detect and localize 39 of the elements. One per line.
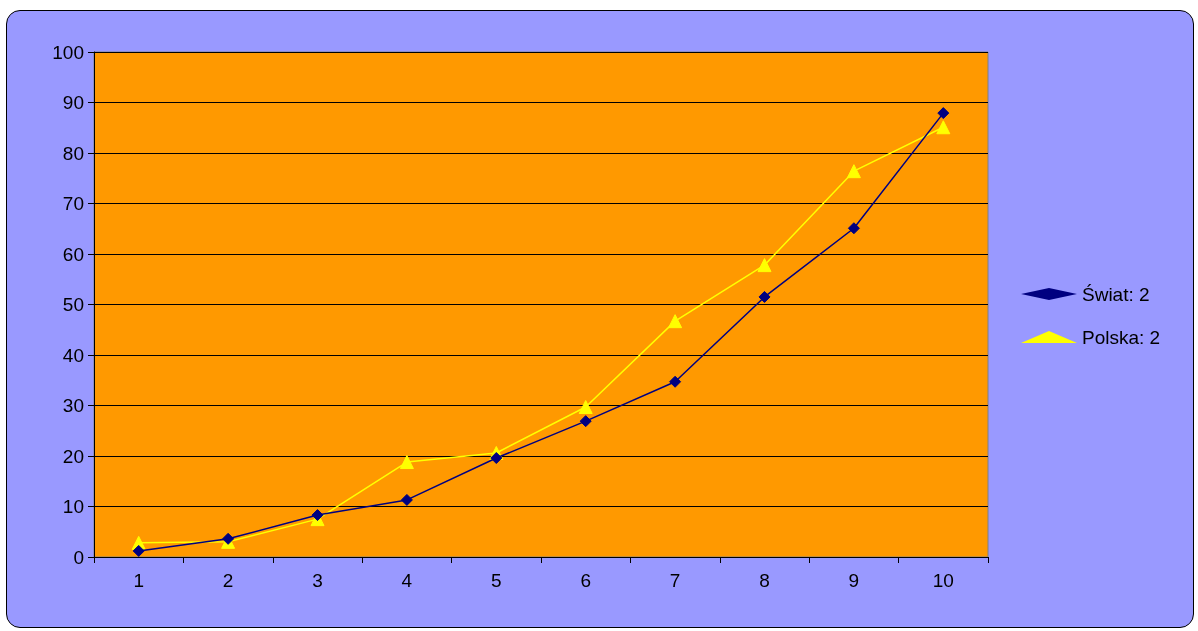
y-tick-label: 50 [62, 294, 84, 315]
point [936, 120, 951, 135]
y-tick-label: 40 [62, 344, 84, 366]
point [579, 415, 592, 428]
x-tick-label: 8 [759, 570, 770, 591]
point [578, 400, 593, 415]
point [668, 314, 683, 329]
y-tick-label: 100 [52, 41, 84, 63]
point [311, 509, 324, 522]
point [669, 375, 682, 388]
y-tick-label: 80 [62, 142, 84, 164]
point [758, 290, 771, 303]
legend-label: Polska: 2 [1082, 326, 1161, 348]
y-tick-label: 20 [62, 445, 84, 467]
point [490, 452, 503, 465]
x-tick-label: 9 [848, 570, 860, 591]
y-tick-label: 60 [62, 243, 84, 265]
y-tick-label: 70 [62, 193, 84, 214]
point [400, 493, 413, 506]
y-tick-label: 0 [73, 546, 84, 568]
point [937, 107, 950, 120]
x-tick-label: 10 [932, 570, 954, 591]
y-tick-label: 90 [62, 92, 84, 113]
x-tick-label: 5 [491, 570, 502, 591]
point [399, 455, 414, 470]
legend-label: Świat: 2 [1082, 283, 1150, 305]
x-tick-label: 1 [133, 570, 144, 591]
y-tick-label: 30 [62, 395, 84, 416]
point [847, 222, 860, 235]
y-tick-label: 10 [62, 496, 84, 517]
x-tick-label: 6 [580, 570, 591, 591]
x-tick-label: 3 [312, 570, 323, 591]
point [846, 164, 861, 179]
x-tick-label: 2 [222, 570, 234, 591]
point [757, 258, 772, 273]
point [222, 532, 235, 545]
x-tick-label: 7 [669, 570, 681, 591]
point [132, 544, 145, 557]
x-tick-label: 4 [401, 570, 413, 591]
